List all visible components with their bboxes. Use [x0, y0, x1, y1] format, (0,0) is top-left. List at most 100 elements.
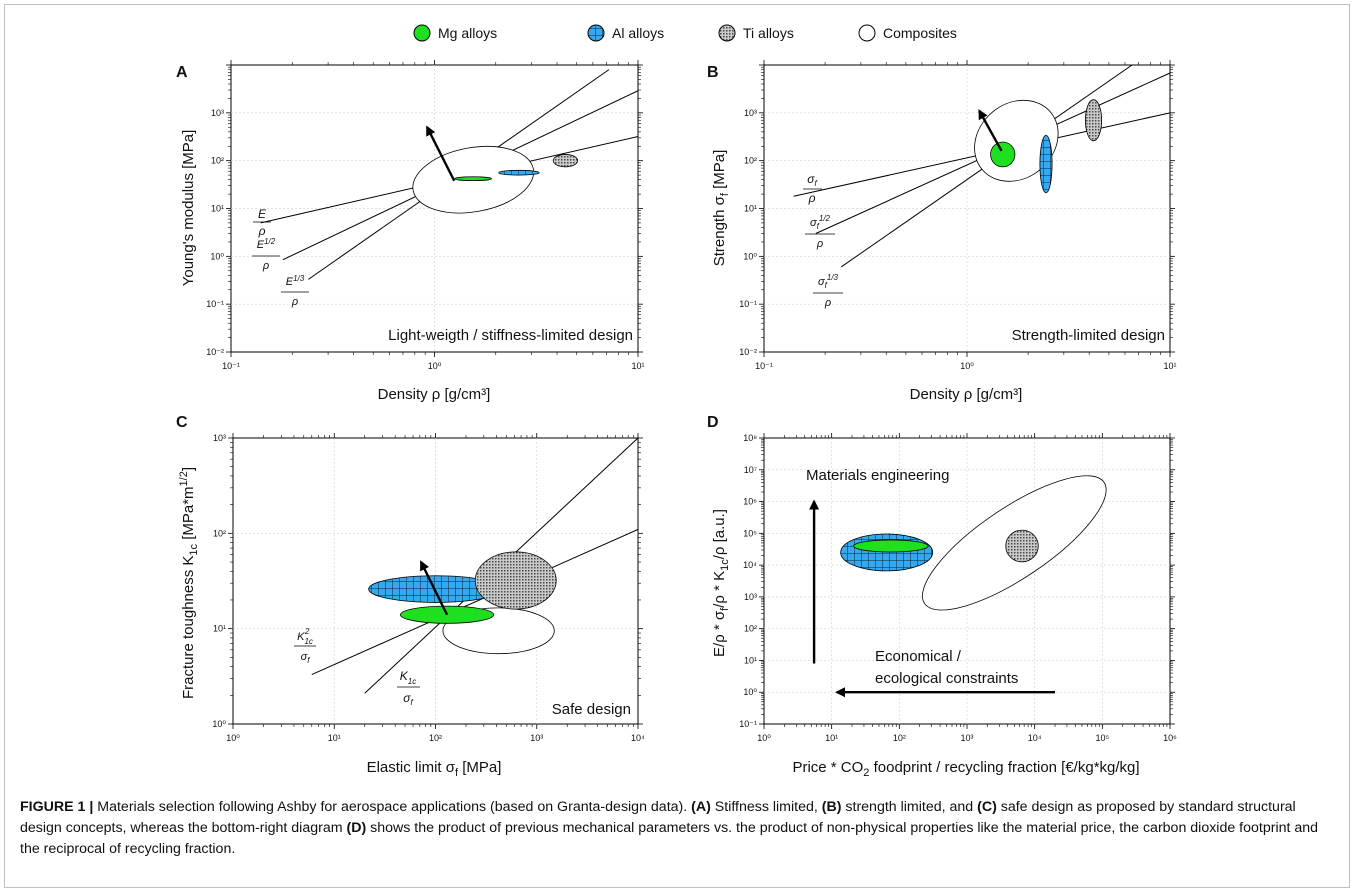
panel-d-regions [840, 475, 1107, 611]
x-tick-label: 10¹ [631, 361, 644, 371]
y-tick-label: 10⁻² [739, 347, 757, 357]
caption-text-5: shows the product of previous mechanical… [20, 820, 1319, 857]
caption-text-3: strength limited, and [841, 799, 978, 815]
arrow [419, 560, 449, 616]
figure-caption: FIGURE 1 | Materials selection following… [20, 797, 1340, 860]
y-tick-label: 10³ [744, 592, 757, 602]
svg-text:E1/3: E1/3 [286, 274, 305, 288]
region-ti-alloys [552, 154, 579, 168]
panel-d-arrows [809, 499, 1056, 698]
legend-label-composites: Composites [883, 25, 957, 41]
arrow [978, 109, 1003, 152]
x-tick-label: 10⁰ [226, 733, 240, 743]
y-tick-label: 10¹ [744, 655, 757, 665]
y-tick-label: 10¹ [211, 204, 224, 214]
x-tick-label: 10¹ [1163, 361, 1176, 371]
y-tick-label: 10⁴ [743, 560, 757, 570]
y-tick-label: 10¹ [744, 204, 757, 214]
x-tick-label: 10⁰ [757, 733, 771, 743]
y-tick-label: 10¹ [213, 624, 226, 634]
region-al-alloys [1039, 134, 1053, 194]
y-tick-label: 10² [211, 156, 224, 166]
region-al-alloys [840, 533, 934, 572]
panel-d-annotation-ecological: ecological constraints [875, 670, 1018, 687]
panel-d-annotation-economical: Economical / [875, 648, 962, 665]
x-tick-label: 10⁰ [960, 361, 974, 371]
panel-b-ylabel: Strength σf [MPa] [711, 150, 731, 267]
guide-line [311, 528, 639, 676]
caption-figure-label: FIGURE 1 | [20, 799, 94, 815]
panel-d-ylabel: E/ρ * σf/ρ * K1c/ρ [a.u.] [711, 509, 731, 657]
caption-text-4: safe design as proposed by standard stru… [20, 799, 1296, 836]
caption-text-1: Materials selection following Ashby for … [93, 799, 692, 815]
figure-frame [4, 4, 1350, 888]
panel-a-annotation: Light-weigth / stiffness-limited design [388, 327, 633, 344]
svg-text:σf1/3: σf1/3 [818, 273, 839, 290]
x-tick-label: 10⁻¹ [222, 361, 240, 371]
y-tick-label: 10⁰ [212, 719, 226, 729]
region-ti-alloys [1084, 99, 1103, 142]
panel-a-arrow [426, 125, 456, 182]
panel-c-arrow [419, 560, 449, 616]
panel-a-regions [412, 146, 579, 214]
caption-text-2: Stiffness limited, [710, 799, 822, 815]
panel-letter-a: A [176, 64, 188, 81]
panel-c-chart: 10⁰ 10¹ 10² 10³ 10⁴ 10⁰ 10¹ 10² 10³ Elastic limi… [178, 433, 645, 779]
svg-text:ρ: ρ [808, 191, 816, 205]
panel-a-label-e12-rho: E1/2 ρ [252, 237, 280, 272]
panel-a-label-e13-rho: E1/3 ρ [281, 274, 309, 308]
y-tick-label: 10³ [213, 433, 226, 443]
y-tick-label: 10⁰ [743, 251, 757, 261]
x-tick-label: 10⁰ [428, 361, 442, 371]
y-tick-label: 10⁻¹ [206, 299, 224, 309]
svg-text:ρ: ρ [291, 296, 298, 308]
panel-d-ticks: 10⁰ 10¹ 10² 10³ 10⁴ 10⁵ 10⁶10⁻¹10⁰10¹10²10³10⁴… [739, 433, 1177, 743]
x-tick-label: 10⁵ [1095, 733, 1109, 743]
svg-text:E: E [258, 207, 267, 221]
panel-b-arrow [978, 109, 1003, 152]
y-tick-label: 10³ [211, 108, 224, 118]
svg-text:ρ: ρ [258, 224, 266, 238]
svg-text:K1c: K1c [400, 669, 416, 686]
region-ti-alloys [1005, 529, 1039, 563]
panel-b-regions [974, 99, 1103, 194]
x-tick-label: 10² [893, 733, 906, 743]
y-tick-label: 10² [213, 528, 226, 538]
panel-d-xlabel: Price * CO2 foodprint / recycling fracti… [792, 759, 1139, 779]
panel-b-label-sf-rho: σf ρ [803, 172, 822, 205]
panel-c-ylabel: Fracture toughness K1c [MPa*m1/2] [178, 467, 200, 699]
arrow [426, 125, 456, 182]
panel-c-annotation: Safe design [552, 701, 631, 718]
x-tick-label: 10¹ [825, 733, 838, 743]
panel-b-xlabel: Density ρ [g/cm³] [910, 386, 1023, 403]
region-ti-alloys [474, 551, 557, 610]
panel-b-annotation: Strength-limited design [1012, 327, 1165, 344]
panel-c-xlabel: Elastic limit σf [MPa] [367, 759, 502, 779]
panel-b-chart: 10⁻¹ 10⁰ 10¹ 10⁻² 10⁻¹ 10⁰ 10¹ 10² 10³ Density ρ… [711, 60, 1177, 403]
x-tick-label: 10⁻¹ [755, 361, 773, 371]
caption-ref-d: (D) [346, 820, 367, 836]
y-tick-label: 10³ [744, 108, 757, 118]
panel-a-ticks: 10⁻¹ 10⁰ 10¹ 10⁻² 10⁻¹ 10⁰ 10¹ 10² 10³ [206, 60, 645, 371]
caption-ref-b: (B) [821, 799, 842, 815]
legend-item-composites: Composites [858, 24, 957, 42]
y-tick-label: 10⁸ [743, 433, 757, 443]
svg-text:σf: σf [807, 172, 817, 188]
x-tick-label: 10⁶ [1163, 733, 1177, 743]
y-tick-label: 10⁰ [743, 687, 757, 697]
panel-letter-c: C [176, 414, 188, 431]
region-al-alloys [498, 169, 540, 176]
y-tick-label: 10⁷ [744, 465, 757, 475]
y-tick-label: 10⁻² [206, 347, 224, 357]
legend-item-ti: Ti alloys [718, 24, 794, 42]
svg-text:ρ: ρ [262, 260, 269, 272]
x-tick-label: 10³ [960, 733, 973, 743]
legend-label-mg: Mg alloys [438, 25, 497, 41]
y-tick-label: 10² [744, 624, 757, 634]
y-tick-label: 10² [744, 156, 757, 166]
svg-text:K1c2: K1c2 [297, 627, 313, 646]
x-tick-label: 10⁴ [1028, 733, 1042, 743]
panel-d-chart: 10⁰ 10¹ 10² 10³ 10⁴ 10⁵ 10⁶10⁻¹10⁰10¹10²10³10⁴… [711, 433, 1177, 779]
y-tick-label: 10⁰ [210, 251, 224, 261]
panel-letter-d: D [707, 414, 719, 431]
